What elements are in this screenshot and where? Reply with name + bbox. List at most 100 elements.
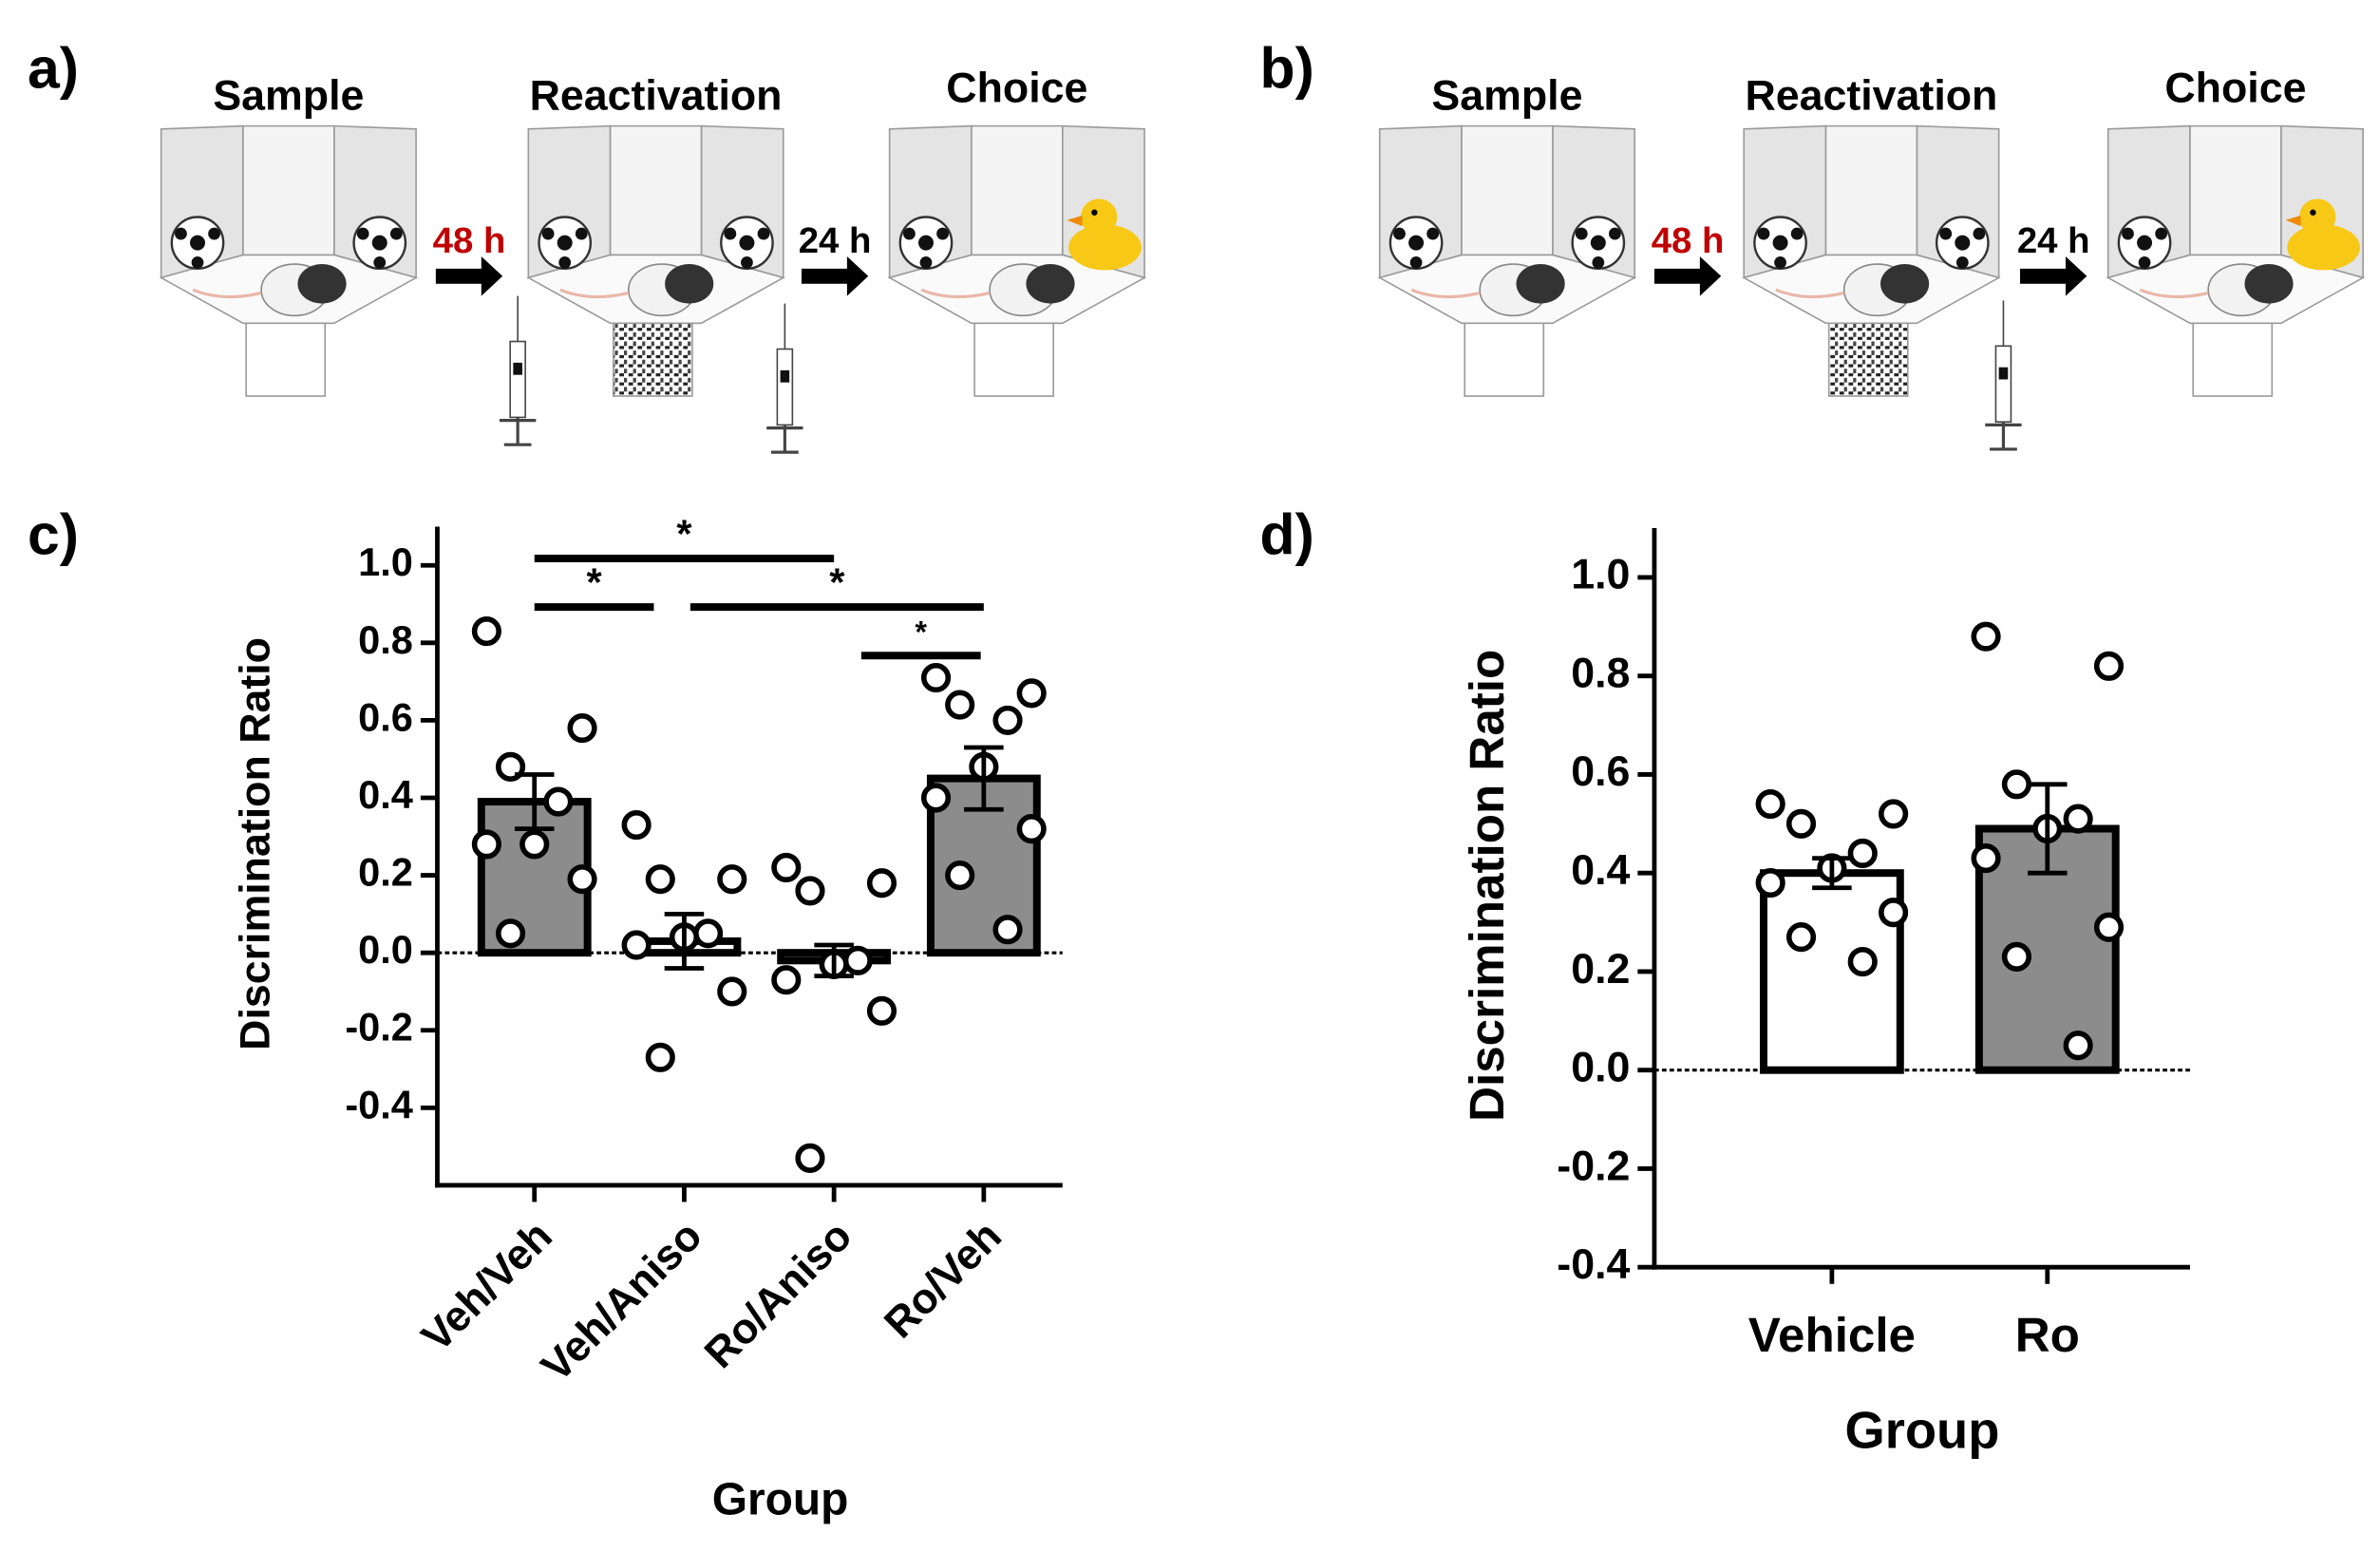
data-point (945, 690, 975, 720)
syringe-liquid (780, 369, 790, 383)
maze-center (242, 124, 335, 256)
data-point (621, 930, 652, 960)
mouse-tail (1410, 288, 1481, 299)
data-point (1971, 621, 2001, 652)
ball-patch (371, 235, 387, 251)
duck-body (1068, 224, 1142, 271)
x-tick-label: Ro/Aniso (696, 1213, 860, 1377)
syringe-barrel (776, 348, 794, 426)
ball-patch (1592, 256, 1605, 269)
y-tick-label: -0.4 (1557, 1241, 1630, 1288)
mouse-tail (920, 288, 991, 299)
arrow (2020, 256, 2087, 296)
ball-patch (739, 235, 755, 251)
error-bar (1812, 856, 1852, 891)
maze-center (2189, 124, 2282, 256)
data-point (1016, 678, 1047, 709)
y-tick-label: 1.0 (1571, 552, 1630, 598)
x-tick-label: Ro (2015, 1308, 2080, 1362)
data-point (866, 868, 897, 898)
data-point (1971, 843, 2001, 874)
maze-start-arm (2192, 322, 2274, 397)
data-point (2063, 1031, 2093, 1061)
x-tick-label: Veh/Veh (413, 1213, 561, 1361)
duck-body (2287, 224, 2360, 271)
data-point (842, 945, 873, 975)
data-point (495, 918, 526, 949)
mouse-tail (2139, 288, 2209, 299)
ball-patch (1955, 235, 1971, 251)
significance-label: * (587, 560, 603, 605)
duck-beak (2285, 215, 2301, 227)
y-tick-label: 0.4 (358, 772, 413, 817)
data-point (771, 965, 802, 995)
data-point (567, 712, 597, 744)
stage-label: Choice (2164, 66, 2306, 112)
ball-patch (936, 227, 949, 240)
stage-label: Sample (213, 73, 364, 120)
ball-patch (1757, 227, 1770, 240)
ball-patch (1772, 235, 1788, 251)
duck-head (1080, 199, 1118, 236)
data-point (471, 829, 501, 860)
data-point (992, 915, 1023, 945)
syringe-barrel (509, 340, 526, 419)
data-point (1016, 814, 1047, 844)
significance-label: * (829, 560, 845, 605)
x-axis-label: Group (1845, 1401, 2000, 1459)
data-point (945, 861, 975, 891)
error-bar (514, 772, 555, 832)
x-tick-label: Ro/Veh (876, 1213, 1011, 1348)
mouse (297, 264, 347, 304)
error-bar (664, 911, 705, 971)
ball-patch (919, 256, 933, 269)
ball-patch (1590, 235, 1606, 251)
panel-label: c) (28, 501, 79, 566)
ball-patch (917, 235, 934, 251)
data-point (471, 616, 501, 647)
maze-center (1461, 124, 1554, 256)
data-point (1785, 922, 1817, 953)
ball-patch (1409, 256, 1423, 269)
syringe-barrel (1994, 345, 2012, 424)
ball-patch (2138, 256, 2151, 269)
ball-patch (541, 227, 555, 240)
y-tick-label: 0.4 (1571, 847, 1630, 894)
ball-patch (903, 227, 916, 240)
significance-label: * (676, 512, 692, 557)
ball-patch (1939, 227, 1953, 240)
ball-patch (724, 227, 737, 240)
maze-start-arm (245, 322, 327, 397)
data-point (1755, 867, 1785, 898)
panel-label: d) (1260, 501, 1314, 566)
x-tick-label: Veh/Aniso (533, 1213, 711, 1391)
y-tick-label: 0.8 (358, 617, 413, 662)
ball-patch (2137, 235, 2153, 251)
error-bar (2028, 782, 2068, 876)
maze-center (1824, 124, 1918, 256)
stage-label: Choice (946, 66, 1087, 112)
data-point (992, 705, 1023, 735)
data-point (645, 864, 675, 895)
y-axis-label: Discrimination Ratio (1460, 650, 1514, 1122)
data-point (567, 864, 597, 895)
data-point (920, 662, 952, 693)
ball-patch (1973, 227, 1986, 240)
ball-patch (2122, 227, 2134, 240)
arrow (435, 256, 503, 296)
mouse (665, 264, 714, 304)
mouse (1880, 264, 1930, 304)
data-point (771, 852, 802, 883)
error-bar (814, 942, 854, 979)
y-axis-label: Discrimination Ratio (233, 637, 279, 1050)
ball-patch (1790, 227, 1804, 240)
ball-patch (191, 256, 204, 269)
delay-label: 48 h (1652, 220, 1725, 261)
ball-patch (757, 227, 770, 240)
data-point (1847, 838, 1878, 869)
data-point (717, 864, 747, 895)
data-point (1879, 799, 1909, 829)
ball-patch (389, 227, 403, 240)
x-tick-label: Vehicle (1748, 1308, 1916, 1362)
